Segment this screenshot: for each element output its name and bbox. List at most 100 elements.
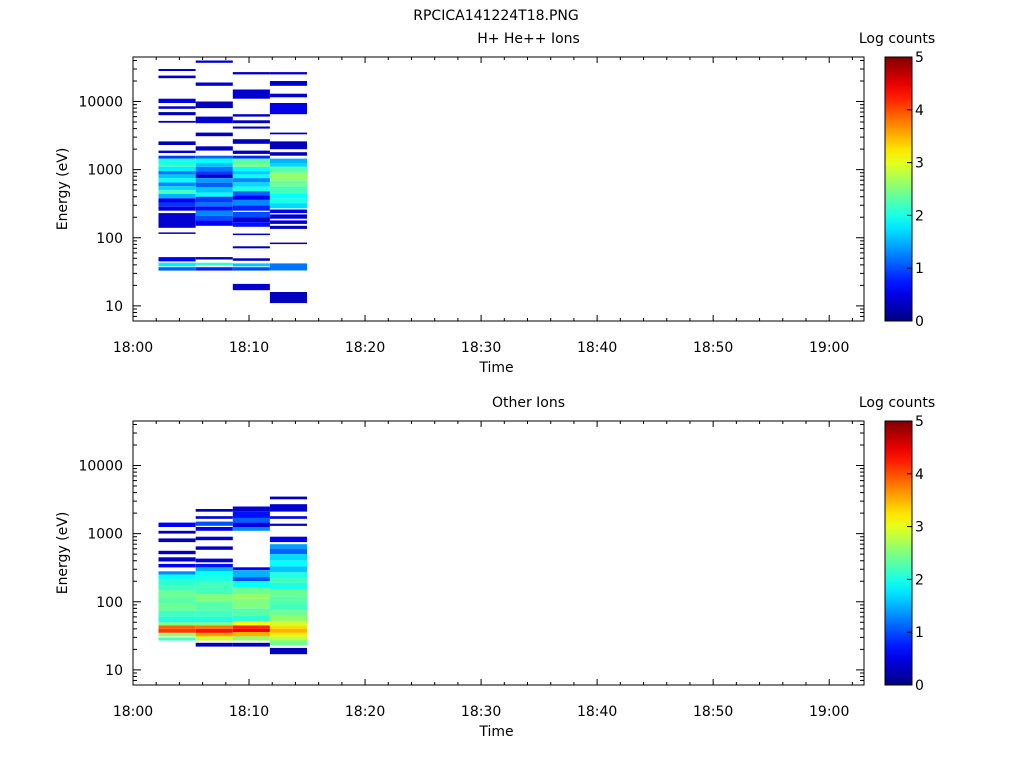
heatmap-cell	[195, 60, 233, 63]
heatmap-cell	[158, 522, 196, 527]
heatmap-cell	[232, 150, 270, 154]
panel-title: H+ He++ Ions	[477, 31, 580, 47]
heatmap-cell	[269, 198, 307, 204]
x-tick-label: 18:20	[345, 340, 385, 356]
heatmap-cell	[232, 178, 270, 183]
heatmap-cell	[232, 89, 270, 99]
heatmap-cell	[269, 203, 307, 209]
heatmap-cell	[195, 521, 233, 526]
heatmap-cell	[195, 146, 233, 151]
heatmap-cell	[195, 262, 233, 266]
heatmap-cell	[269, 141, 307, 150]
x-tick-label: 18:50	[693, 704, 733, 720]
heatmap-cell	[232, 527, 270, 531]
heatmap-cell	[232, 195, 270, 200]
heatmap-cell	[232, 258, 270, 261]
heatmap-cell	[195, 210, 233, 216]
heatmap-cell	[158, 198, 196, 203]
colorbar-tick-label: 1	[915, 625, 924, 641]
heatmap-cell	[158, 603, 196, 611]
heatmap-cell	[195, 155, 233, 159]
colorbar-tick-label: 5	[915, 50, 924, 66]
heatmap-cell	[158, 590, 196, 598]
colorbar	[884, 420, 913, 686]
colorbar-label: Log counts	[859, 395, 935, 411]
heatmap-cell	[269, 166, 307, 173]
x-axis-label: Time	[478, 360, 513, 376]
heatmap-cell	[158, 193, 196, 199]
heatmap-cell	[195, 166, 233, 172]
x-tick-label: 18:50	[693, 340, 733, 356]
heatmap-cell	[232, 567, 270, 571]
heatmap-cell	[158, 182, 196, 187]
heatmap-cell	[232, 570, 270, 578]
heatmap-cell	[158, 213, 196, 228]
heatmap-cell	[232, 120, 270, 124]
heatmap-cell	[232, 114, 270, 117]
heatmap-cell	[232, 205, 270, 211]
heatmap-cell	[232, 506, 270, 512]
heatmap-cell	[195, 202, 233, 207]
heatmap-cell	[232, 182, 270, 187]
heatmap-cell	[195, 594, 233, 602]
heatmap-cell	[232, 642, 270, 647]
heatmap-cell	[269, 180, 307, 187]
heatmap-cell	[158, 120, 196, 123]
heatmap-cell	[158, 75, 196, 79]
colorbar-tick-label: 1	[915, 261, 924, 277]
x-tick-label: 18:30	[461, 704, 501, 720]
heatmap-cell	[195, 132, 233, 137]
heatmap-cell	[232, 263, 270, 267]
heatmap-cell	[269, 152, 307, 156]
colorbar-tick-label: 4	[915, 103, 924, 119]
heatmap-cell	[269, 610, 307, 616]
y-axis-label: Energy (eV)	[55, 148, 71, 231]
heatmap-cell	[195, 182, 233, 188]
heatmap-cell	[195, 632, 233, 637]
heatmap-cell	[232, 522, 270, 527]
x-tick-label: 18:40	[577, 704, 617, 720]
heatmap-cell	[232, 511, 270, 518]
heatmap-cell	[232, 166, 270, 172]
heatmap-cell	[269, 163, 307, 167]
colorbar-tick-label: 2	[915, 208, 924, 224]
heatmap-cell	[158, 557, 196, 562]
panel-title: Other Ions	[492, 395, 565, 411]
heatmap-cell	[158, 150, 196, 153]
heatmap-cell	[232, 615, 270, 622]
heatmap-cell	[269, 632, 307, 637]
heatmap-cell	[269, 209, 307, 214]
heatmap-cell	[232, 217, 270, 222]
heatmap-cell	[232, 246, 270, 249]
heatmap-cell	[232, 267, 270, 271]
heatmap-cell	[158, 262, 196, 267]
heatmap-cell	[158, 530, 196, 534]
heatmap-cell	[232, 598, 270, 609]
heatmap-cell	[195, 642, 233, 647]
heatmap-cell	[195, 82, 233, 86]
heatmap-cell	[158, 155, 196, 159]
y-tick-label: 1000	[87, 527, 123, 543]
x-tick-label: 19:00	[809, 340, 849, 356]
heatmap-cell	[195, 601, 233, 611]
heatmap-cell	[269, 621, 307, 626]
heatmap-cell	[158, 574, 196, 580]
figure-title: RPCICA141224T18.PNG	[413, 8, 578, 24]
plot-frame	[132, 420, 865, 686]
heatmap-cell	[158, 163, 196, 167]
heatmap-cell	[269, 504, 307, 512]
y-tick-label: 10000	[78, 459, 123, 475]
heatmap-cell	[269, 582, 307, 590]
heatmap-cell	[195, 558, 233, 563]
heatmap-cell	[195, 575, 233, 582]
heatmap-cell	[269, 544, 307, 549]
heatmap-cell	[158, 257, 196, 262]
heatmap-cell	[269, 615, 307, 622]
colorbar-label: Log counts	[859, 31, 935, 47]
panel-2: Other Ions 18:00 18:10 18:20 18:30 18:40 18:50…	[55, 395, 935, 740]
heatmap-cell	[232, 126, 270, 129]
heatmap-cell	[158, 112, 196, 116]
heatmap-cell	[158, 597, 196, 604]
